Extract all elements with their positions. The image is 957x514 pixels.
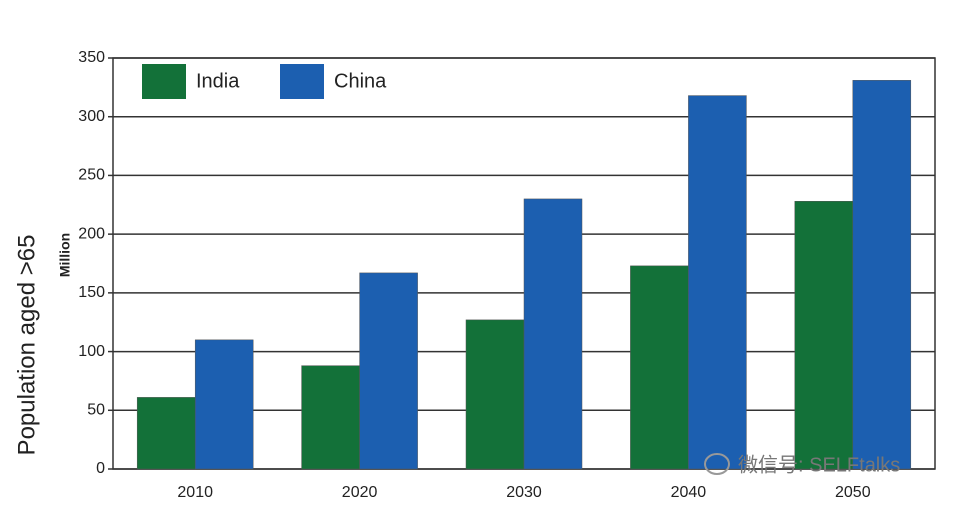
bar [301, 365, 360, 470]
y-tick-label: 100 [78, 343, 105, 360]
x-tick-label: 2020 [342, 484, 378, 501]
bar [359, 272, 418, 470]
bar [852, 80, 912, 470]
legend-label: China [334, 70, 387, 92]
y-tick-label: 200 [78, 225, 105, 242]
x-tick-label: 2050 [835, 484, 871, 501]
y-tick-label: 350 [78, 49, 105, 66]
legend-swatch [280, 64, 324, 99]
legend-label: India [196, 70, 240, 92]
bar [194, 339, 254, 470]
side-label: Population aged >65 [13, 235, 40, 456]
x-tick-label: 2030 [506, 484, 542, 501]
y-tick-label: 150 [78, 284, 105, 301]
legend-swatch [142, 64, 186, 99]
bar [794, 201, 854, 470]
x-tick-label: 2040 [671, 484, 707, 501]
bar [630, 265, 689, 470]
bar [523, 198, 583, 470]
watermark-group: 微信号: SELFtalks [704, 453, 900, 476]
y-tick-label: 250 [78, 167, 105, 184]
y-tick-label: 0 [96, 460, 105, 477]
y-axis-label: Million [57, 233, 73, 277]
bar [688, 95, 747, 470]
bar [465, 319, 525, 470]
y-tick-label: 50 [87, 402, 105, 419]
x-tick-label: 2010 [177, 484, 213, 501]
bar [136, 397, 196, 470]
y-tick-label: 300 [78, 108, 105, 125]
watermark-icon [704, 453, 730, 475]
watermark: 微信号: SELFtalks [738, 453, 900, 476]
